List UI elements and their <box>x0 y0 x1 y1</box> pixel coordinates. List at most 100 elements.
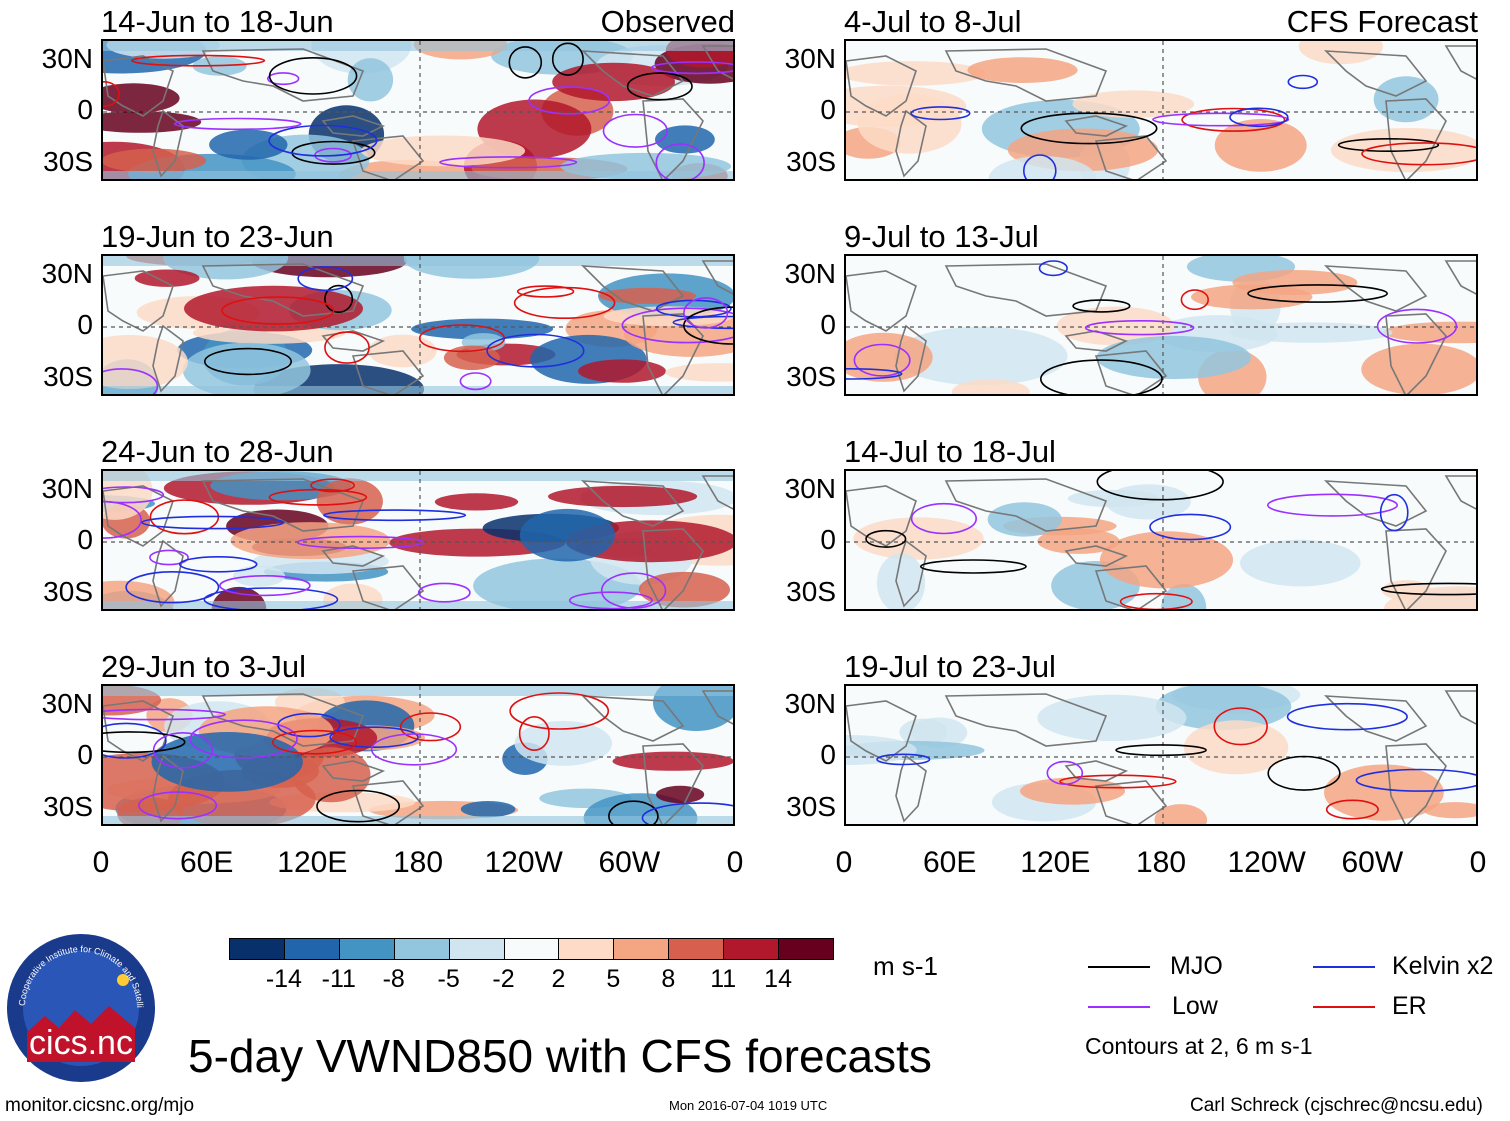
er-contour <box>1119 592 1193 609</box>
anomaly-shade <box>103 148 207 173</box>
coastline <box>1385 743 1447 824</box>
low-contour <box>152 732 214 769</box>
lat-label: 30N <box>784 473 836 504</box>
map-panel <box>844 254 1478 396</box>
contour-note: Contours at 2, 6 m s-1 <box>1085 1033 1313 1059</box>
mjo-contour <box>1020 112 1158 145</box>
coastline <box>642 743 704 824</box>
coastline <box>1094 350 1168 394</box>
anomaly-shade <box>876 553 926 609</box>
cicsnc-logo: Cooperative Institute for Climate and Sa… <box>2 924 157 1084</box>
anomaly-shade <box>1229 322 1393 343</box>
coastline <box>321 545 386 567</box>
lat-label: 30N <box>41 688 93 719</box>
colorbar-tick-label: 8 <box>661 965 676 993</box>
anomaly-shade <box>460 801 516 818</box>
colorbar-unit: m s-1 <box>873 951 938 981</box>
colorbar-swatch <box>283 938 340 960</box>
colorbar-tick-label: -11 <box>321 965 356 993</box>
coastline <box>1323 480 1428 527</box>
anomaly-shade <box>1384 586 1476 609</box>
coastline <box>103 270 174 332</box>
low-contour <box>189 719 298 759</box>
anomaly-shade <box>911 717 968 748</box>
mjo-contour <box>204 347 293 376</box>
low-contour <box>103 368 159 394</box>
colorbar-swatch <box>338 938 395 960</box>
colorbar-swatch <box>723 938 780 960</box>
colorbar-swatch <box>503 938 560 960</box>
anomaly-shade <box>951 379 1030 394</box>
vwnd-field <box>846 686 1476 824</box>
coastline <box>1323 695 1428 742</box>
coastline <box>201 478 365 532</box>
lat-label: 30S <box>43 791 93 822</box>
kelvin-contour <box>846 368 903 380</box>
low-contour <box>853 343 911 377</box>
colorbar-swatch <box>448 938 505 960</box>
mjo-contour <box>1337 138 1440 153</box>
coastline <box>642 528 704 609</box>
coastline <box>351 780 425 824</box>
low-contour <box>528 86 611 115</box>
coastline <box>1094 565 1168 609</box>
anomaly-shade <box>988 156 1097 179</box>
colorbar-swatch <box>558 938 615 960</box>
anomaly-shade <box>209 129 288 160</box>
anomaly-shade <box>360 135 526 167</box>
legend-low-line <box>1088 1006 1150 1008</box>
kelvin-contour <box>268 124 378 157</box>
lat-label: 0 <box>820 309 836 340</box>
coastline <box>701 475 733 510</box>
coastline <box>1444 690 1476 725</box>
lon-label: 0 <box>726 846 744 879</box>
coastline <box>846 55 917 117</box>
mjo-contour <box>508 46 543 79</box>
panel-title: 24-Jun to 28-Jun <box>101 434 334 469</box>
mjo-contour <box>865 529 907 548</box>
map-panel <box>101 39 735 181</box>
kelvin-contour <box>329 726 419 749</box>
anomaly-shade <box>434 493 519 511</box>
coastline <box>152 324 184 393</box>
low-contour <box>1046 760 1084 785</box>
legend-kelvin-label: Kelvin x2 <box>1392 952 1494 980</box>
kelvin-contour <box>103 722 167 759</box>
anomaly-shade <box>1096 335 1251 380</box>
anomaly-shade <box>656 785 705 804</box>
colorbar-tick-label: -5 <box>437 965 460 993</box>
coastline <box>351 350 425 394</box>
coastline <box>1064 545 1129 567</box>
anomaly-shade <box>519 508 615 562</box>
coastline <box>944 693 1108 747</box>
low-contour <box>1152 112 1290 127</box>
low-contour <box>459 372 492 391</box>
lon-label: 60E <box>922 846 977 879</box>
colorbar-swatch <box>778 938 834 960</box>
kelvin-contour <box>672 315 733 330</box>
kelvin-contour <box>203 587 339 609</box>
low-contour <box>683 297 729 329</box>
anomaly-shade <box>598 287 697 304</box>
anomaly-shade <box>1037 694 1187 742</box>
coastline <box>580 50 685 97</box>
legend-er-line <box>1313 1006 1375 1008</box>
kelvin-contour <box>1379 493 1409 532</box>
low-contour <box>655 143 705 179</box>
vwnd-field <box>103 686 733 824</box>
lon-label: 120E <box>277 846 348 879</box>
vwnd-field <box>846 41 1476 179</box>
coastline <box>1323 50 1428 97</box>
coastline <box>1064 330 1129 352</box>
vwnd-field <box>846 471 1476 609</box>
lat-label: 30S <box>786 146 836 177</box>
lon-label: 180 <box>392 846 444 879</box>
lon-label: 0 <box>1469 846 1487 879</box>
lon-label: 0 <box>835 846 853 879</box>
lat-label: 30S <box>43 361 93 392</box>
er-contour <box>518 715 550 752</box>
kelvin-contour <box>1023 154 1057 179</box>
coastline <box>944 48 1108 102</box>
anomaly-shade <box>1361 343 1476 394</box>
kelvin-contour <box>1355 768 1476 792</box>
